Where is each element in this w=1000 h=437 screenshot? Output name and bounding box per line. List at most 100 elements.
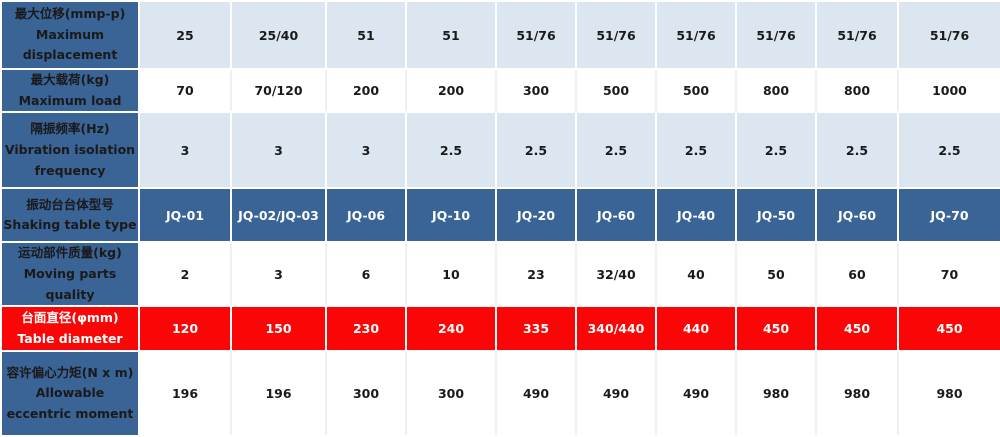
value-cell: JQ-60 (815, 187, 899, 244)
value-cell: 70 (138, 67, 232, 114)
value-cell: 2 (138, 241, 232, 308)
value-cell: 6 (325, 241, 407, 308)
value-cell: 196 (230, 350, 327, 437)
value-cell: 23 (495, 241, 577, 308)
value-cell: 2.5 (575, 111, 657, 190)
value-cell: 32/40 (575, 241, 657, 308)
value-cell: 51/76 (575, 0, 657, 70)
value-cell: 800 (735, 67, 817, 114)
value-cell: 3 (230, 111, 327, 190)
value-cell: JQ-01 (138, 187, 232, 244)
value-cell: 490 (575, 350, 657, 437)
table-row: 运动部件质量(kg) Moving parts quality 2 3 6 10 23 32/… (0, 241, 1000, 308)
value-cell: 51/76 (735, 0, 817, 70)
value-cell: 1000 (897, 67, 1000, 114)
value-cell: 230 (325, 305, 407, 353)
value-cell: 300 (495, 67, 577, 114)
value-cell: JQ-70 (897, 187, 1000, 244)
table-row: 最大载荷(kg) Maximum load 70 70/120 200 200 300 500… (0, 67, 1000, 114)
row-label-en: Moving parts quality (23, 265, 117, 302)
row-header: 运动部件质量(kg) Moving parts quality (0, 241, 140, 308)
value-cell: 200 (405, 67, 497, 114)
value-cell: 450 (815, 305, 899, 353)
value-cell: 120 (138, 305, 232, 353)
row-label-en: Table diameter (17, 330, 123, 346)
row-header: 台面直径(φmm) Table diameter (0, 305, 140, 353)
value-cell: 980 (815, 350, 899, 437)
table-row: 振动台台体型号 Shaking table type JQ-01 JQ-02/JQ-0… (0, 187, 1000, 244)
value-cell: 51 (325, 0, 407, 70)
row-label-en: Shaking table type (3, 217, 137, 233)
value-cell: 2.5 (655, 111, 737, 190)
value-cell: 2.5 (735, 111, 817, 190)
table-row: 隔振频率(Hz) Vibration isolation frequency 3 3 3… (0, 111, 1000, 190)
value-cell: JQ-20 (495, 187, 577, 244)
value-cell: 3 (230, 241, 327, 308)
value-cell: 340/440 (575, 305, 657, 353)
value-cell: 200 (325, 67, 407, 114)
value-cell: 490 (495, 350, 577, 437)
row-header: 最大载荷(kg) Maximum load (0, 67, 140, 114)
value-cell: 70/120 (230, 67, 327, 114)
value-cell: 2.5 (495, 111, 577, 190)
value-cell: 3 (325, 111, 407, 190)
value-cell: 196 (138, 350, 232, 437)
value-cell: 25/40 (230, 0, 327, 70)
value-cell: 500 (655, 67, 737, 114)
row-label-zh: 隔振频率(Hz) (30, 121, 110, 137)
table-row: 容许偏心力矩(N x m) Allowable eccentric moment 1… (0, 350, 1000, 437)
row-header: 容许偏心力矩(N x m) Allowable eccentric moment (0, 350, 140, 437)
value-cell: 3 (138, 111, 232, 190)
value-cell: 150 (230, 305, 327, 353)
value-cell: 51/76 (897, 0, 1000, 70)
value-cell: 51 (405, 0, 497, 70)
value-cell: 450 (735, 305, 817, 353)
value-cell: 2.5 (897, 111, 1000, 190)
value-cell: 51/76 (815, 0, 899, 70)
value-cell: 335 (495, 305, 577, 353)
value-cell: 300 (405, 350, 497, 437)
value-cell: JQ-50 (735, 187, 817, 244)
value-cell: 60 (815, 241, 899, 308)
value-cell: 51/76 (655, 0, 737, 70)
value-cell: 2.5 (815, 111, 899, 190)
row-label-en: Vibration isolation frequency (4, 141, 136, 178)
row-header: 振动台台体型号 Shaking table type (0, 187, 140, 244)
row-label-zh: 最大载荷(kg) (30, 72, 110, 87)
row-label-zh: 最大位移(mmp-p) (14, 6, 126, 22)
value-cell: JQ-10 (405, 187, 497, 244)
row-label-en: Maximum displacement (22, 26, 118, 63)
row-label-zh: 台面直径(φmm) (21, 310, 119, 325)
row-header: 隔振频率(Hz) Vibration isolation frequency (0, 111, 140, 190)
value-cell: 800 (815, 67, 899, 114)
row-header: 最大位移(mmp-p) Maximum displacement (0, 0, 140, 70)
value-cell: JQ-06 (325, 187, 407, 244)
value-cell: 440 (655, 305, 737, 353)
value-cell: 70 (897, 241, 1000, 308)
row-label-zh: 容许偏心力矩(N x m) (6, 364, 134, 380)
value-cell: JQ-40 (655, 187, 737, 244)
value-cell: 25 (138, 0, 232, 70)
row-label-en: Maximum load (18, 92, 122, 108)
value-cell: 51/76 (495, 0, 577, 70)
row-label-zh: 振动台台体型号 (26, 196, 114, 212)
value-cell: 50 (735, 241, 817, 308)
value-cell: 500 (575, 67, 657, 114)
table-row: 台面直径(φmm) Table diameter 120 150 230 240 335 34… (0, 305, 1000, 353)
row-label-en: Allowable eccentric moment (6, 385, 134, 421)
value-cell: JQ-60 (575, 187, 657, 244)
value-cell: 240 (405, 305, 497, 353)
row-label-zh: 运动部件质量(kg) (18, 245, 122, 261)
value-cell: 10 (405, 241, 497, 308)
value-cell: JQ-02/JQ-03 (230, 187, 327, 244)
value-cell: 980 (897, 350, 1000, 437)
value-cell: 490 (655, 350, 737, 437)
value-cell: 450 (897, 305, 1000, 353)
value-cell: 300 (325, 350, 407, 437)
value-cell: 980 (735, 350, 817, 437)
value-cell: 40 (655, 241, 737, 308)
value-cell: 2.5 (405, 111, 497, 190)
table-row: 最大位移(mmp-p) Maximum displacement 25 25/40 51… (0, 0, 1000, 70)
